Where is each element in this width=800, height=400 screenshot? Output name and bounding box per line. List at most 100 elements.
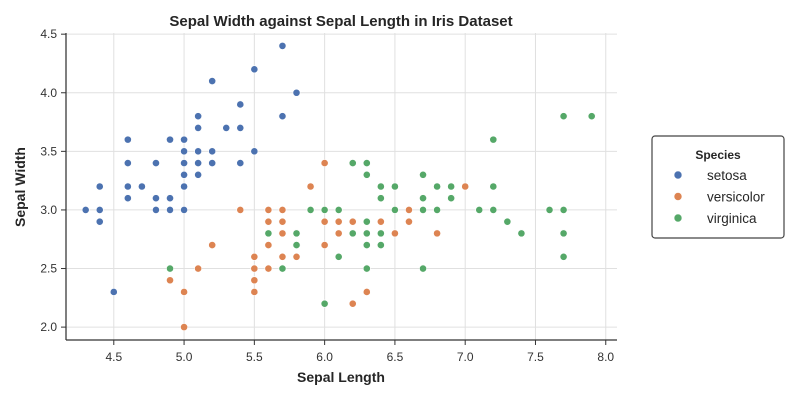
- legend-marker-virginica: [673, 213, 683, 223]
- point-setosa: [123, 182, 132, 191]
- point-versicolor: [278, 252, 287, 261]
- point-versicolor: [194, 264, 203, 273]
- point-setosa: [180, 206, 188, 214]
- point-setosa: [109, 288, 118, 296]
- point-virginica: [559, 112, 568, 121]
- point-virginica: [348, 229, 357, 238]
- point-versicolor: [320, 217, 329, 226]
- legend-label-versicolor: versicolor: [707, 190, 765, 205]
- point-setosa: [250, 147, 259, 156]
- x-tick-label: 5.5: [246, 350, 263, 364]
- point-versicolor: [180, 288, 188, 296]
- point-setosa: [138, 182, 146, 191]
- point-virginica: [489, 206, 498, 214]
- point-setosa: [95, 182, 104, 191]
- point-virginica: [362, 217, 371, 226]
- point-versicolor: [348, 299, 357, 308]
- legend-marker-versicolor: [673, 192, 683, 201]
- point-setosa: [152, 206, 160, 214]
- point-setosa: [208, 147, 217, 156]
- point-versicolor: [264, 206, 273, 214]
- point-setosa: [180, 170, 188, 179]
- x-tick-label: 4.5: [105, 350, 122, 364]
- point-versicolor: [250, 288, 259, 296]
- point-versicolor: [264, 241, 273, 249]
- point-versicolor: [306, 182, 315, 191]
- point-virginica: [489, 182, 498, 191]
- point-versicolor: [405, 206, 413, 214]
- point-virginica: [334, 252, 343, 261]
- legend-title: Species: [695, 148, 741, 162]
- point-versicolor: [391, 229, 399, 238]
- point-virginica: [292, 241, 301, 249]
- grid-lines: [66, 33, 617, 340]
- point-setosa: [194, 170, 203, 179]
- point-versicolor: [180, 323, 188, 332]
- point-virginica: [503, 217, 512, 226]
- point-versicolor: [166, 276, 174, 285]
- point-setosa: [166, 206, 174, 214]
- point-virginica: [362, 170, 371, 179]
- point-versicolor: [348, 217, 357, 226]
- point-versicolor: [208, 241, 217, 249]
- legend-label-virginica: virginica: [707, 211, 757, 226]
- point-virginica: [376, 241, 385, 249]
- x-axis-ticks: 4.5 5.0 5.5 6.0 6.5 7.0 7.5 8.0: [105, 340, 614, 364]
- point-setosa: [236, 124, 245, 132]
- point-virginica: [475, 206, 484, 214]
- x-tick-label: 5.0: [176, 350, 193, 364]
- point-versicolor: [250, 276, 259, 285]
- point-virginica: [362, 159, 371, 167]
- x-tick-label: 8.0: [597, 350, 614, 364]
- point-setosa: [194, 112, 203, 121]
- point-versicolor: [461, 182, 470, 191]
- point-virginica: [166, 264, 174, 273]
- point-virginica: [320, 206, 329, 214]
- point-virginica: [419, 264, 427, 273]
- point-setosa: [152, 159, 160, 167]
- point-virginica: [559, 252, 568, 261]
- point-setosa: [292, 88, 301, 97]
- point-virginica: [419, 206, 427, 214]
- point-virginica: [362, 229, 371, 238]
- point-virginica: [362, 241, 371, 249]
- point-setosa: [81, 206, 90, 214]
- point-setosa: [194, 147, 203, 156]
- point-setosa: [152, 194, 160, 203]
- point-versicolor: [250, 264, 259, 273]
- point-setosa: [95, 217, 104, 226]
- point-versicolor: [264, 264, 273, 273]
- point-virginica: [376, 229, 385, 238]
- point-virginica: [419, 170, 427, 179]
- point-setosa: [208, 159, 217, 167]
- point-versicolor: [362, 288, 371, 296]
- y-tick-label: 2.5: [40, 262, 57, 276]
- y-tick-label: 3.5: [40, 144, 57, 158]
- x-tick-label: 7.0: [457, 350, 474, 364]
- point-setosa: [236, 100, 245, 109]
- x-axis-label: Sepal Length: [297, 369, 385, 385]
- point-versicolor: [278, 217, 287, 226]
- point-setosa: [166, 135, 174, 144]
- point-setosa: [278, 112, 287, 121]
- point-versicolor: [250, 252, 259, 261]
- point-virginica: [433, 206, 441, 214]
- point-versicolor: [405, 217, 413, 226]
- point-versicolor: [334, 229, 343, 238]
- point-setosa: [222, 124, 231, 132]
- point-virginica: [391, 182, 399, 191]
- point-virginica: [447, 182, 456, 191]
- point-virginica: [559, 206, 568, 214]
- point-virginica: [545, 206, 554, 214]
- point-virginica: [559, 229, 568, 238]
- legend-box: [651, 135, 785, 239]
- x-tick-label: 6.0: [316, 350, 333, 364]
- point-virginica: [264, 229, 273, 238]
- point-virginica: [306, 206, 315, 214]
- legend-items: setosa versicolor virginica: [673, 168, 765, 226]
- point-versicolor: [320, 241, 329, 249]
- chart-title: Sepal Width against Sepal Length in Iris…: [169, 13, 512, 30]
- point-setosa: [250, 65, 259, 74]
- point-setosa: [194, 124, 203, 132]
